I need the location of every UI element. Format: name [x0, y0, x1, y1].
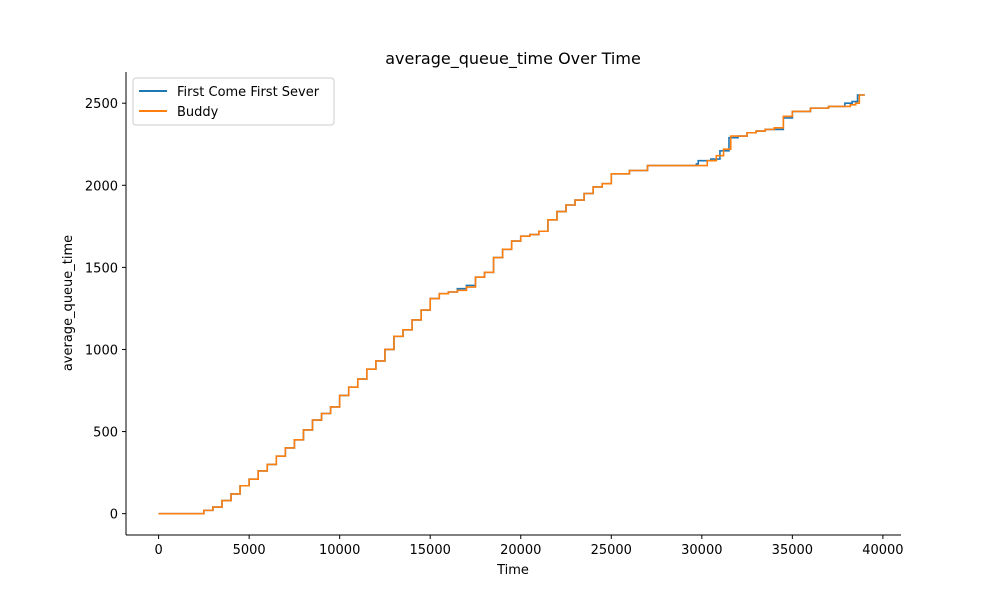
x-tick-label: 5000	[233, 543, 266, 558]
x-tick-label: 25000	[591, 543, 632, 558]
x-axis-title: Time	[496, 563, 529, 578]
x-tick-label: 35000	[772, 543, 813, 558]
series-line-0	[158, 94, 865, 515]
y-tick-label: 1500	[85, 261, 118, 276]
y-axis-ticks: 0 500 1000 1500 2000 2500	[85, 97, 126, 523]
y-tick-label: 2500	[85, 97, 118, 112]
legend-label-buddy: Buddy	[177, 105, 219, 120]
x-tick-label: 20000	[500, 543, 541, 558]
y-axis-title: average_queue_time	[61, 235, 76, 371]
series-layer	[158, 94, 865, 515]
legend-label-fcfs: First Come First Sever	[177, 85, 320, 100]
chart-title: average_queue_time Over Time	[385, 49, 641, 69]
x-axis-ticks: 0 5000 10000 15000 20000 25000 30000 35000 40000	[154, 535, 904, 558]
series-line-1	[158, 94, 865, 515]
x-tick-label: 30000	[681, 543, 722, 558]
x-tick-label: 40000	[862, 543, 903, 558]
x-tick-label: 0	[154, 543, 162, 558]
x-tick-label: 15000	[410, 543, 451, 558]
y-tick-label: 0	[110, 508, 118, 523]
y-tick-label: 2000	[85, 179, 118, 194]
legend-frame	[132, 77, 335, 126]
legend: First Come First Sever Buddy	[132, 77, 335, 126]
x-tick-label: 10000	[319, 543, 360, 558]
y-tick-label: 1000	[85, 343, 118, 358]
y-tick-label: 500	[93, 426, 118, 441]
